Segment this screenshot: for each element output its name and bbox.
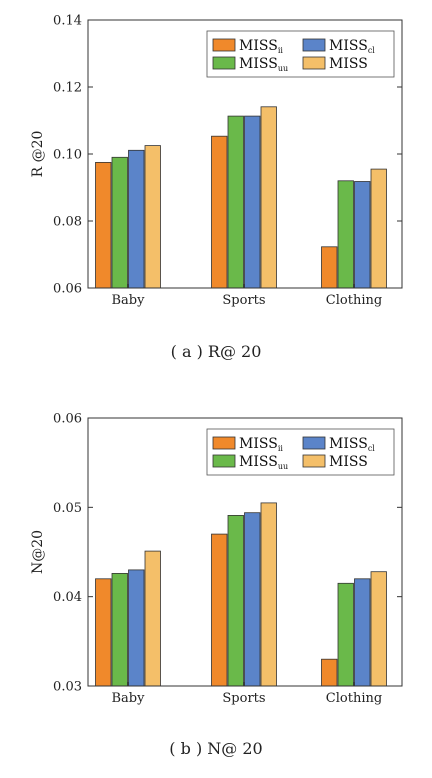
y-tick-label: 0.06 (53, 412, 82, 427)
y-tick-label: 0.08 (53, 215, 82, 230)
bar-miss-uu-clothing (337, 180, 354, 289)
legend-box (206, 428, 395, 476)
caption-b: ( b ) N@ 20 (169, 739, 263, 758)
bar-miss-cl-clothing (354, 578, 371, 687)
plot-frame (87, 417, 403, 687)
bar-miss-ii-baby (95, 161, 112, 289)
legend-swatch-uu (212, 454, 236, 468)
legend-swatch-ii (212, 38, 236, 52)
bar-miss-baby (144, 550, 161, 687)
legend-label: MISSuu (239, 454, 288, 471)
bar-miss-ii-clothing (321, 246, 338, 289)
bar-miss-cl-sports (244, 512, 261, 687)
x-tick-label: Clothing (326, 293, 382, 308)
x-tick-label: Baby (112, 293, 146, 308)
legend-swatch-miss (302, 454, 326, 468)
legend-swatch-miss (302, 56, 326, 70)
legend-label: MISS (329, 56, 368, 72)
legend-swatch-ii (212, 436, 236, 450)
chart-r20: Baby Sports Clothing 0.06 0.08 0.10 0.12 0.14 R … (30, 14, 403, 308)
bar-miss-uu-sports (227, 115, 244, 289)
plot-frame (87, 19, 403, 289)
y-tick-label: 0.05 (53, 501, 82, 516)
legend-swatch-uu (212, 56, 236, 70)
bar-miss-ii-clothing (321, 658, 338, 687)
legend-label: MISS (329, 454, 368, 470)
bar-miss-cl-baby (128, 569, 145, 687)
caption-a: ( a ) R@ 20 (170, 342, 262, 361)
bar-miss-clothing (370, 571, 387, 687)
x-tick-label: Sports (222, 293, 265, 308)
bar-miss-uu-sports (227, 515, 244, 687)
y-tick-label: 0.06 (53, 282, 82, 297)
legend-label: MISSii (239, 38, 283, 55)
bar-miss-ii-baby (95, 578, 112, 687)
y-tick-label: 0.14 (53, 14, 82, 29)
legend-swatch-cl (302, 38, 326, 52)
x-tick-label: Baby (112, 691, 146, 706)
y-tick-label: 0.03 (53, 680, 82, 695)
bar-miss-sports (260, 502, 277, 687)
bar-miss-cl-sports (244, 115, 261, 289)
bar-miss-cl-clothing (354, 181, 371, 289)
bar-miss-sports (260, 106, 277, 289)
x-tick-label: Sports (222, 691, 265, 706)
y-tick-label: 0.12 (53, 81, 82, 96)
y-tick-label: 0.10 (53, 148, 82, 163)
bar-miss-ii-sports (211, 135, 228, 289)
legend-box (206, 30, 395, 78)
x-tick-label: Clothing (326, 691, 382, 706)
bar-miss-uu-clothing (337, 582, 354, 687)
legend-label: MISScl (329, 436, 375, 453)
legend-label: MISSii (239, 436, 283, 453)
legend-swatch-cl (302, 436, 326, 450)
bar-miss-cl-baby (128, 149, 145, 289)
bar-miss-baby (144, 145, 161, 289)
y-axis-label: N@20 (30, 530, 46, 574)
bar-miss-uu-baby (111, 572, 128, 687)
y-axis-label: R @20 (30, 131, 46, 178)
bar-miss-uu-baby (111, 156, 128, 289)
bar-miss-ii-sports (211, 533, 228, 687)
legend-label: MISSuu (239, 56, 288, 73)
chart-n20: Baby Sports Clothing 0.03 0.04 0.05 0.06 N@20 MI… (30, 412, 403, 706)
bar-miss-clothing (370, 168, 387, 289)
legend-label: MISScl (329, 38, 375, 55)
y-tick-label: 0.04 (53, 590, 82, 605)
